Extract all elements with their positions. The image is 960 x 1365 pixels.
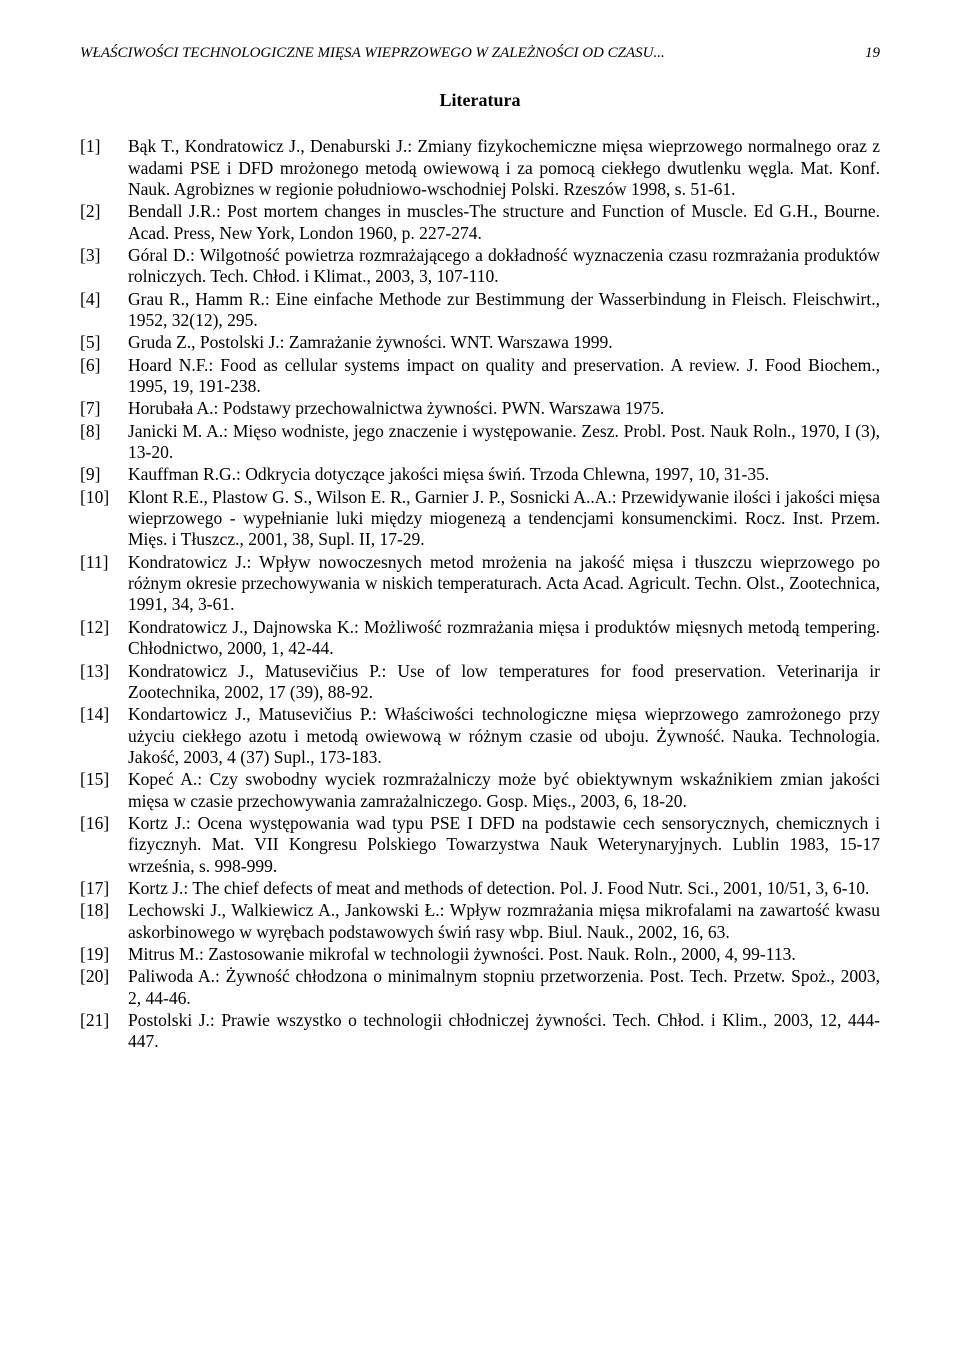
reference-item: [1]Bąk T., Kondratowicz J., Denaburski J… xyxy=(80,136,880,200)
reference-text: Paliwoda A.: Żywność chłodzona o minimal… xyxy=(128,966,880,1009)
running-head-title: WŁAŚCIWOŚCI TECHNOLOGICZNE MIĘSA WIEPRZO… xyxy=(80,44,665,62)
reference-item: [15]Kopeć A.: Czy swobodny wyciek rozmra… xyxy=(80,769,880,812)
reference-number: [5] xyxy=(80,332,128,353)
reference-item: [16]Kortz J.: Ocena występowania wad typ… xyxy=(80,813,880,877)
reference-item: [8]Janicki M. A.: Mięso wodniste, jego z… xyxy=(80,421,880,464)
reference-item: [11]Kondratowicz J.: Wpływ nowoczesnych … xyxy=(80,552,880,616)
reference-number: [21] xyxy=(80,1010,128,1053)
reference-text: Bendall J.R.: Post mortem changes in mus… xyxy=(128,201,880,244)
reference-text: Janicki M. A.: Mięso wodniste, jego znac… xyxy=(128,421,880,464)
reference-text: Kondratowicz J., Matusevičius P.: Use of… xyxy=(128,661,880,704)
reference-item: [19]Mitrus M.: Zastosowanie mikrofal w t… xyxy=(80,944,880,965)
reference-number: [17] xyxy=(80,878,128,899)
reference-item: [21]Postolski J.: Prawie wszystko o tech… xyxy=(80,1010,880,1053)
reference-number: [12] xyxy=(80,617,128,660)
reference-number: [4] xyxy=(80,289,128,332)
running-head: WŁAŚCIWOŚCI TECHNOLOGICZNE MIĘSA WIEPRZO… xyxy=(80,44,880,62)
reference-item: [17]Kortz J.: The chief defects of meat … xyxy=(80,878,880,899)
reference-text: Kortz J.: Ocena występowania wad typu PS… xyxy=(128,813,880,877)
reference-item: [18]Lechowski J., Walkiewicz A., Jankows… xyxy=(80,900,880,943)
reference-item: [14]Kondartowicz J., Matusevičius P.: Wł… xyxy=(80,704,880,768)
reference-text: Kondratowicz J., Dajnowska K.: Możliwość… xyxy=(128,617,880,660)
reference-number: [3] xyxy=(80,245,128,288)
page-container: WŁAŚCIWOŚCI TECHNOLOGICZNE MIĘSA WIEPRZO… xyxy=(0,0,960,1365)
reference-item: [2]Bendall J.R.: Post mortem changes in … xyxy=(80,201,880,244)
reference-number: [16] xyxy=(80,813,128,877)
reference-item: [20]Paliwoda A.: Żywność chłodzona o min… xyxy=(80,966,880,1009)
reference-number: [2] xyxy=(80,201,128,244)
reference-list: [1]Bąk T., Kondratowicz J., Denaburski J… xyxy=(80,136,880,1052)
reference-text: Mitrus M.: Zastosowanie mikrofal w techn… xyxy=(128,944,880,965)
reference-item: [9]Kauffman R.G.: Odkrycia dotyczące jak… xyxy=(80,464,880,485)
reference-number: [9] xyxy=(80,464,128,485)
section-title: Literatura xyxy=(80,90,880,112)
reference-number: [14] xyxy=(80,704,128,768)
reference-number: [8] xyxy=(80,421,128,464)
reference-text: Horubała A.: Podstawy przechowalnictwa ż… xyxy=(128,398,880,419)
reference-number: [19] xyxy=(80,944,128,965)
reference-item: [4]Grau R., Hamm R.: Eine einfache Metho… xyxy=(80,289,880,332)
reference-text: Kopeć A.: Czy swobodny wyciek rozmrażaln… xyxy=(128,769,880,812)
reference-number: [1] xyxy=(80,136,128,200)
reference-item: [5]Gruda Z., Postolski J.: Zamrażanie ży… xyxy=(80,332,880,353)
reference-item: [7]Horubała A.: Podstawy przechowalnictw… xyxy=(80,398,880,419)
reference-item: [6]Hoard N.F.: Food as cellular systems … xyxy=(80,355,880,398)
reference-number: [11] xyxy=(80,552,128,616)
reference-number: [20] xyxy=(80,966,128,1009)
reference-text: Gruda Z., Postolski J.: Zamrażanie żywno… xyxy=(128,332,880,353)
reference-item: [10]Klont R.E., Plastow G. S., Wilson E.… xyxy=(80,487,880,551)
reference-text: Góral D.: Wilgotność powietrza rozmrażaj… xyxy=(128,245,880,288)
reference-item: [12]Kondratowicz J., Dajnowska K.: Możli… xyxy=(80,617,880,660)
reference-text: Kortz J.: The chief defects of meat and … xyxy=(128,878,880,899)
page-number: 19 xyxy=(865,44,880,62)
reference-number: [18] xyxy=(80,900,128,943)
reference-text: Kauffman R.G.: Odkrycia dotyczące jakośc… xyxy=(128,464,880,485)
reference-number: [15] xyxy=(80,769,128,812)
reference-text: Postolski J.: Prawie wszystko o technolo… xyxy=(128,1010,880,1053)
reference-text: Lechowski J., Walkiewicz A., Jankowski Ł… xyxy=(128,900,880,943)
reference-text: Grau R., Hamm R.: Eine einfache Methode … xyxy=(128,289,880,332)
reference-item: [3]Góral D.: Wilgotność powietrza rozmra… xyxy=(80,245,880,288)
reference-number: [7] xyxy=(80,398,128,419)
reference-item: [13]Kondratowicz J., Matusevičius P.: Us… xyxy=(80,661,880,704)
reference-number: [6] xyxy=(80,355,128,398)
reference-number: [13] xyxy=(80,661,128,704)
reference-number: [10] xyxy=(80,487,128,551)
reference-text: Klont R.E., Plastow G. S., Wilson E. R.,… xyxy=(128,487,880,551)
reference-text: Bąk T., Kondratowicz J., Denaburski J.: … xyxy=(128,136,880,200)
reference-text: Kondratowicz J.: Wpływ nowoczesnych meto… xyxy=(128,552,880,616)
reference-text: Hoard N.F.: Food as cellular systems imp… xyxy=(128,355,880,398)
reference-text: Kondartowicz J., Matusevičius P.: Właści… xyxy=(128,704,880,768)
